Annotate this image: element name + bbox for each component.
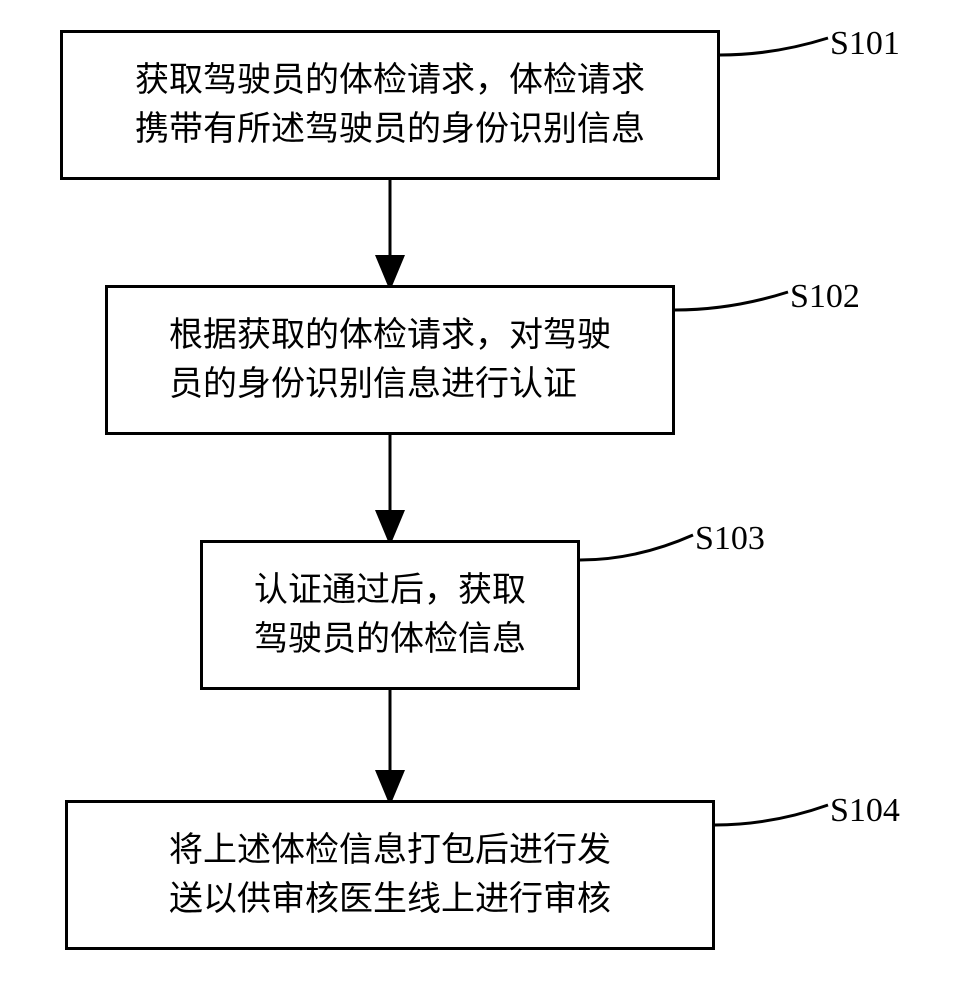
flow-node-S104: 将上述体检信息打包后进行发 送以供审核医生线上进行审核 [65,800,715,950]
flow-node-text: 根据获取的体检请求，对驾驶 员的身份识别信息进行认证 [169,311,611,410]
flow-node-S103: 认证通过后，获取 驾驶员的体检信息 [200,540,580,690]
flow-node-S101: 获取驾驶员的体检请求，体检请求 携带有所述驾驶员的身份识别信息 [60,30,720,180]
step-label-S103: S103 [695,520,765,558]
leader-line-S103 [580,535,693,560]
flow-node-S102: 根据获取的体检请求，对驾驶 员的身份识别信息进行认证 [105,285,675,435]
step-label-S104: S104 [830,792,900,830]
leader-line-S104 [715,805,828,825]
flow-node-text: 获取驾驶员的体检请求，体检请求 携带有所述驾驶员的身份识别信息 [135,56,645,155]
step-label-S102: S102 [790,278,860,316]
flow-node-text: 认证通过后，获取 驾驶员的体检信息 [254,566,526,665]
flow-node-text: 将上述体检信息打包后进行发 送以供审核医生线上进行审核 [169,826,611,925]
flowchart-canvas: 获取驾驶员的体检请求，体检请求 携带有所述驾驶员的身份识别信息 S101 根据获取的… [0,0,970,1000]
leader-line-S102 [675,292,788,310]
step-label-S101: S101 [830,25,900,63]
leader-line-S101 [720,38,828,55]
